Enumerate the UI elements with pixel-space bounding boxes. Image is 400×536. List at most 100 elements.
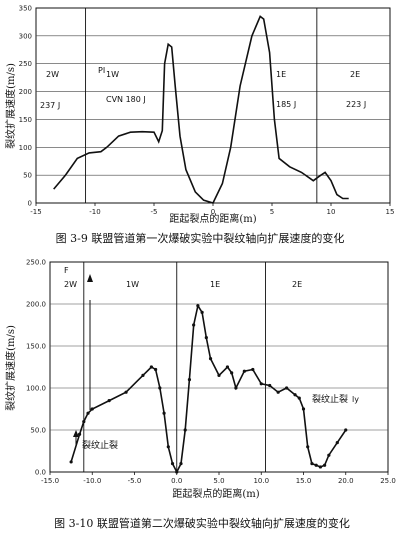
chart1-velocity-series xyxy=(53,15,349,204)
chart1-plot-frame xyxy=(35,7,391,204)
chart2-label-ly: ly xyxy=(352,395,359,404)
c2-data-point xyxy=(310,462,314,466)
c2-x-tick-label: 10.0 xyxy=(253,477,269,485)
chart2-zone-2e-label: 2E xyxy=(292,280,302,289)
c1-x-tick-label: -10 xyxy=(89,208,100,216)
chart2-zone-2w-label: 2W xyxy=(64,280,77,289)
c2-data-point xyxy=(335,441,339,445)
chart2-label-f: F xyxy=(64,266,69,275)
chart-3-10: 0.0 50.0 100.0 150.0 200.0 250.0 -15.0 -10.0 -5… xyxy=(4,259,396,531)
c1-y-tick-label: 0 xyxy=(28,200,32,208)
c2-data-point xyxy=(301,407,306,411)
c2-data-point xyxy=(225,365,230,369)
c2-data-point xyxy=(175,470,179,474)
c2-data-point xyxy=(251,367,255,372)
chart1-zone-1w-marker: PI xyxy=(98,66,105,75)
c2-x-tick-label: 25.0 xyxy=(380,477,396,485)
c2-data-point xyxy=(77,432,82,436)
c2-data-point xyxy=(204,336,208,340)
chart2-crack-arrest-left: 裂纹止裂 xyxy=(82,439,118,451)
c2-data-point xyxy=(318,465,322,469)
chart1-x-axis-label: 距起裂点的距离(m) xyxy=(169,212,256,225)
c2-data-point xyxy=(234,386,238,390)
c2-data-point xyxy=(344,428,348,432)
c1-x-tick-label: 10 xyxy=(327,208,336,216)
c2-x-tick-label: 15.0 xyxy=(296,477,312,485)
chart2-x-ticks: -15.0 -10.0 -5.0 0.0 5.0 10.0 15.0 20.0 25.0 xyxy=(41,472,396,485)
chart2-y-axis-label: 裂纹扩展速度(m/s) xyxy=(4,325,17,411)
c1-x-tick-label: -5 xyxy=(151,208,158,216)
c1-x-tick-label: 0 xyxy=(211,208,215,216)
c2-data-point xyxy=(162,411,166,415)
c2-data-point xyxy=(192,323,196,327)
c2-x-tick-label: -5.0 xyxy=(128,477,142,485)
c1-y-tick-label: 150 xyxy=(19,116,32,124)
c2-data-point xyxy=(179,462,183,466)
c2-data-point xyxy=(170,462,175,466)
c1-y-tick-label: 350 xyxy=(19,5,32,13)
c2-y-tick-label: 250.0 xyxy=(26,259,46,267)
c2-data-point xyxy=(327,453,331,457)
c2-y-tick-label: 50.0 xyxy=(30,427,46,435)
c2-data-point xyxy=(154,367,158,372)
chart2-start-arrowhead xyxy=(87,274,93,282)
chart2-data-points xyxy=(69,304,348,474)
c2-data-point xyxy=(158,386,162,390)
c1-y-tick-label: 100 xyxy=(19,144,32,152)
c2-data-point xyxy=(200,310,204,314)
c2-data-point xyxy=(297,396,301,400)
c2-data-point xyxy=(187,378,192,382)
c1-x-tick-label: 15 xyxy=(386,208,395,216)
chart2-velocity-series xyxy=(70,303,347,474)
c2-data-point xyxy=(285,386,289,390)
c2-data-point xyxy=(183,428,187,432)
c2-data-point xyxy=(196,304,200,308)
c2-data-point xyxy=(293,393,297,397)
c2-data-point xyxy=(124,390,128,394)
c2-data-point xyxy=(149,365,153,369)
chart1-y-ticks: 0 50 100 150 200 250 300 350 xyxy=(19,5,32,208)
c2-data-point xyxy=(82,420,86,424)
c2-data-point xyxy=(107,399,111,403)
chart1-zone-2e-toughness: 223 J xyxy=(346,100,366,109)
c2-y-tick-label: 200.0 xyxy=(26,301,46,309)
c2-data-point xyxy=(259,382,263,386)
c2-data-point xyxy=(208,357,213,361)
chart1-y-axis-label: 裂纹扩展速度(m/s) xyxy=(4,63,17,149)
c2-y-tick-label: 0.0 xyxy=(35,469,46,477)
chart1-gridlines xyxy=(36,35,390,176)
c2-data-point xyxy=(276,390,280,394)
chart2-caption: 图 3-10 联盟管道第二次爆破实验中裂纹轴向扩展速度的变化 xyxy=(54,516,350,530)
c1-y-tick-label: 250 xyxy=(19,60,32,68)
c2-data-point xyxy=(217,373,221,377)
chart1-zone-1e-label: 1E xyxy=(276,70,286,79)
chart1-zone-1w-toughness: CVN 180 J xyxy=(106,95,146,104)
c1-x-tick-label: -15 xyxy=(30,208,41,216)
c2-data-point xyxy=(230,371,234,375)
c2-data-point xyxy=(90,407,94,411)
chart2-zone-boundaries xyxy=(83,262,266,472)
chart2-y-ticks: 0.0 50.0 100.0 150.0 200.0 250.0 xyxy=(26,259,46,477)
chart2-crack-arrest-right: 裂纹止裂 xyxy=(312,393,348,405)
chart1-caption: 图 3-9 联盟管道第一次爆破实验中裂纹轴向扩展速度的变化 xyxy=(56,231,345,245)
chart1-zone-1e-toughness: 185 J xyxy=(276,100,296,109)
chart1-zone-1w-label: 1W xyxy=(106,70,119,79)
chart2-x-axis-label: 距起裂点的距离(m) xyxy=(172,487,259,500)
c2-x-tick-label: 0.0 xyxy=(171,477,182,485)
c2-x-tick-label: -15.0 xyxy=(41,477,59,485)
c2-y-tick-label: 100.0 xyxy=(26,385,46,393)
c1-y-tick-label: 300 xyxy=(19,32,32,40)
chart2-zone-1e-label: 1E xyxy=(210,280,220,289)
c2-data-point xyxy=(69,460,73,464)
c2-data-point xyxy=(242,369,246,373)
chart1-zone-2w-toughness: 237 J xyxy=(40,101,60,110)
c2-data-point xyxy=(314,463,318,467)
c2-x-tick-label: 20.0 xyxy=(338,477,354,485)
c2-x-tick-label: -10.0 xyxy=(83,477,101,485)
chart2-zone-1w-label: 1W xyxy=(126,280,139,289)
chart2-arrest-arrow-left xyxy=(73,430,79,437)
chart1-x-ticks: -15 -10 -5 0 5 10 15 xyxy=(30,203,394,216)
c2-data-point xyxy=(86,411,90,415)
